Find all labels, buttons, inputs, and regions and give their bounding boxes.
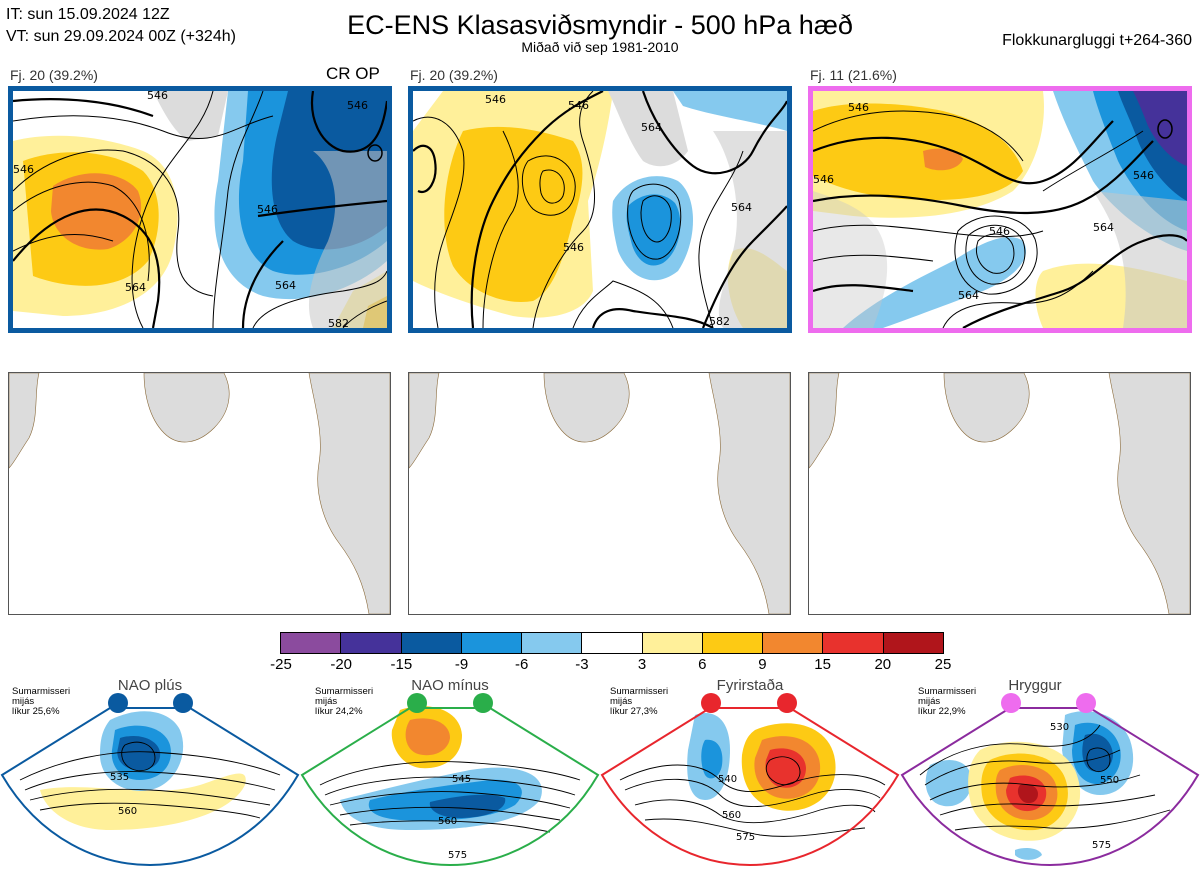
- contour-label: 582: [328, 317, 349, 328]
- contour-label: 546: [257, 203, 278, 216]
- colorbar-tick-label: 25: [934, 656, 952, 673]
- cluster-3-label: Fj. 11 (21.6%): [810, 67, 897, 83]
- regime-dot-nao-plus: [108, 693, 128, 713]
- contour-label: 575: [448, 850, 467, 861]
- contour-label: 575: [1092, 840, 1111, 851]
- regime-note-nao-minus: Sumarmisseri mijás líkur 24,2%: [315, 686, 374, 717]
- regime-dot-blocking: [701, 693, 721, 713]
- contour-label: 546: [485, 93, 506, 106]
- contour-label: 575: [736, 832, 755, 843]
- colorbar-segment: [401, 633, 462, 653]
- colorbar-segment: [702, 633, 764, 653]
- regime-note-blocking: Sumarmisseri mijás líkur 27,3%: [610, 686, 669, 717]
- regime-dot-nao-minus: [473, 693, 493, 713]
- regime-title-nao-minus: NAO mínus: [411, 677, 489, 694]
- contour-label: 564: [641, 121, 662, 134]
- colorbar-tick-label: -9: [454, 656, 469, 673]
- regime-map-ridge: 530 550 575: [900, 707, 1200, 867]
- init-time: IT: sun 15.09.2024 12Z: [6, 6, 170, 23]
- regime-dot-blocking: [777, 693, 797, 713]
- empty-map-3: [808, 372, 1191, 615]
- contour-label: 546: [568, 99, 589, 112]
- empty-map-2: [408, 372, 791, 615]
- contour-label: 546: [813, 173, 834, 186]
- cluster-1-tag: CR OP: [326, 64, 380, 83]
- contour-label: 546: [848, 101, 869, 114]
- contour-label: 560: [722, 810, 741, 821]
- contour-label: 564: [731, 201, 752, 214]
- contour-label: 546: [347, 99, 368, 112]
- colorbar-tick-label: -25: [270, 656, 292, 673]
- colorbar-tick-label: 6: [698, 656, 707, 673]
- contour-label: 546: [1133, 169, 1154, 182]
- colorbar-tick-label: -20: [330, 656, 353, 673]
- regime-note-nao-plus: Sumarmisseri mijás líkur 25,6%: [12, 686, 71, 717]
- contour-label: 560: [118, 806, 137, 817]
- regime-map-blocking: 540 560 575: [600, 707, 900, 867]
- regime-title-ridge: Hryggur: [1008, 677, 1062, 694]
- colorbar-segment: [823, 633, 884, 653]
- regime-maps: 535 560 545 560 575: [0, 706, 1200, 867]
- contour-label: 535: [110, 772, 129, 783]
- regime-dot-ridge: [1076, 693, 1096, 713]
- page-subtitle: Miðað við sep 1981-2010: [521, 39, 679, 55]
- cluster-2-map: 546 546 564 546 564 582: [408, 86, 792, 333]
- contour-label: 564: [958, 289, 979, 302]
- colorbar-segment: [461, 633, 523, 653]
- regime-note-ridge: Sumarmisseri mijás líkur 22,9%: [918, 686, 977, 717]
- colorbar-segment: [281, 633, 342, 653]
- colorbar-tick-label: 3: [637, 656, 647, 673]
- colorbar-tick-label: 9: [758, 656, 767, 673]
- regime-dot-nao-plus: [173, 693, 193, 713]
- cluster-1-map: 546 546 564 546 564 582 546: [8, 86, 392, 333]
- cluster-2-label: Fj. 20 (39.2%): [410, 67, 498, 83]
- classification-window: Flokkunargluggi t+264-360: [1002, 32, 1192, 49]
- regime-map-nao-minus: 545 560 575: [300, 706, 600, 867]
- colorbar-segment: [883, 633, 943, 653]
- run-info: IT: sun 15.09.2024 12Z VT: sun 29.09.202…: [6, 4, 236, 48]
- contour-label: 560: [438, 816, 457, 827]
- colorbar-segment: [522, 633, 583, 653]
- regime-title-nao-plus: NAO plús: [117, 677, 183, 694]
- contour-label: 564: [125, 281, 146, 294]
- colorbar-tick-label: 15: [814, 656, 831, 673]
- regime-title-blocking: Fyrirstaða: [716, 677, 784, 694]
- regime-dot-ridge: [1001, 693, 1021, 713]
- contour-label: 546: [13, 163, 34, 176]
- contour-label: 546: [147, 91, 168, 102]
- regime-map-nao-plus: 535 560: [0, 707, 300, 867]
- contour-label: 582: [709, 315, 730, 328]
- colorbar-segment: [642, 633, 703, 653]
- colorbar-tick-label: 20: [874, 656, 892, 673]
- contour-label: 540: [718, 774, 737, 785]
- colorbar-segment: [582, 633, 643, 653]
- contour-label: 545: [452, 774, 471, 785]
- empty-map-1: [8, 372, 391, 615]
- contour-label: 564: [1093, 221, 1114, 234]
- contour-label: 546: [989, 225, 1010, 238]
- contour-label: 550: [1100, 775, 1119, 786]
- regime-dot-nao-minus: [407, 693, 427, 713]
- valid-time: VT: sun 29.09.2024 00Z (+324h): [6, 28, 236, 45]
- contour-label: 564: [275, 279, 296, 292]
- cluster-3-map: 546 546 546 564 564 546: [808, 86, 1192, 333]
- page-title: EC-ENS Klasasviðsmyndir - 500 hPa hæð: [347, 10, 853, 40]
- colorbar-segment: [341, 633, 402, 653]
- colorbar-tick-label: -3: [575, 656, 589, 673]
- colorbar-tick-label: -6: [515, 656, 529, 673]
- colorbar: [280, 632, 944, 654]
- colorbar-tick-label: -15: [390, 656, 413, 673]
- contour-label: 530: [1050, 722, 1069, 733]
- contour-label: 546: [563, 241, 584, 254]
- colorbar-segment: [763, 633, 824, 653]
- cluster-1-label: Fj. 20 (39.2%): [10, 67, 98, 83]
